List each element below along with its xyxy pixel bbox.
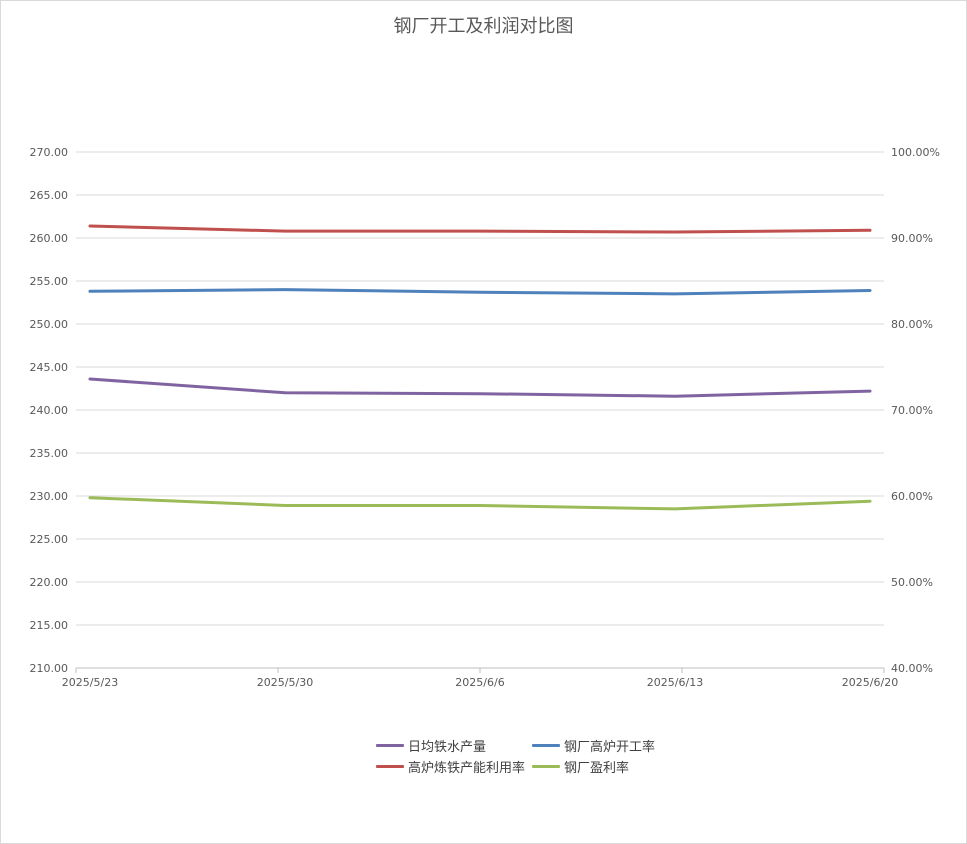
legend-swatch <box>532 744 560 747</box>
x-tick-label: 2025/6/20 <box>842 676 898 689</box>
legend-swatch <box>376 744 404 747</box>
left-tick-label: 265.00 <box>30 189 69 202</box>
left-tick-label: 260.00 <box>30 232 69 245</box>
x-tick-label: 2025/6/13 <box>647 676 703 689</box>
x-tick-label: 2025/5/30 <box>257 676 313 689</box>
series-line-3 <box>88 496 872 511</box>
right-tick-label: 100.00% <box>891 146 940 159</box>
legend-label: 高炉炼铁产能利用率 <box>408 761 526 776</box>
right-tick-label: 50.00% <box>891 576 933 589</box>
series-line-1 <box>88 288 872 296</box>
x-axis-ticks: 2025/5/23 2025/5/30 2025/6/6 2025/6/13 2025/… <box>62 668 898 689</box>
gridlines <box>76 151 884 669</box>
left-tick-label: 245.00 <box>30 361 69 374</box>
right-tick-label: 40.00% <box>891 662 933 675</box>
left-tick-label: 270.00 <box>30 146 69 159</box>
left-tick-label: 255.00 <box>30 275 69 288</box>
series-line-2 <box>88 224 872 234</box>
right-tick-label: 70.00% <box>891 404 933 417</box>
legend-label: 钢厂盈利率 <box>564 761 630 776</box>
x-tick-label: 2025/6/6 <box>455 676 504 689</box>
legend-item-blast-furnace-rate: 钢厂高炉开工率 <box>532 736 655 755</box>
legend-label: 钢厂高炉开工率 <box>564 740 656 755</box>
series-lines <box>88 224 872 511</box>
legend-item-capacity-utilization: 高炉炼铁产能利用率 <box>376 757 525 776</box>
left-tick-label: 225.00 <box>30 533 69 546</box>
left-tick-label: 250.00 <box>30 318 69 331</box>
right-tick-label: 60.00% <box>891 490 933 503</box>
left-tick-label: 215.00 <box>30 619 69 632</box>
right-tick-label: 90.00% <box>891 232 933 245</box>
legend-item-profit-rate: 钢厂盈利率 <box>532 757 629 776</box>
left-tick-label: 230.00 <box>30 490 69 503</box>
series-line-0 <box>88 377 872 398</box>
left-tick-label: 235.00 <box>30 447 69 460</box>
left-tick-label: 220.00 <box>30 576 69 589</box>
chart-title: 钢厂开工及利润对比图 <box>393 16 574 37</box>
legend-item-iron-output: 日均铁水产量 <box>376 736 486 755</box>
left-axis-ticks: 210.00 215.00 220.00 225.00 230.00 235.00 240.… <box>30 146 69 675</box>
legend-label: 日均铁水产量 <box>408 740 487 755</box>
x-tick-label: 2025/5/23 <box>62 676 118 689</box>
legend-swatch <box>532 765 560 768</box>
left-tick-label: 210.00 <box>30 662 69 675</box>
right-axis-ticks: 40.00% 50.00% 60.00% 70.00% 80.00% 90.00% 100.… <box>891 146 940 675</box>
left-tick-label: 240.00 <box>30 404 69 417</box>
legend-swatch <box>376 765 404 768</box>
right-tick-label: 80.00% <box>891 318 933 331</box>
